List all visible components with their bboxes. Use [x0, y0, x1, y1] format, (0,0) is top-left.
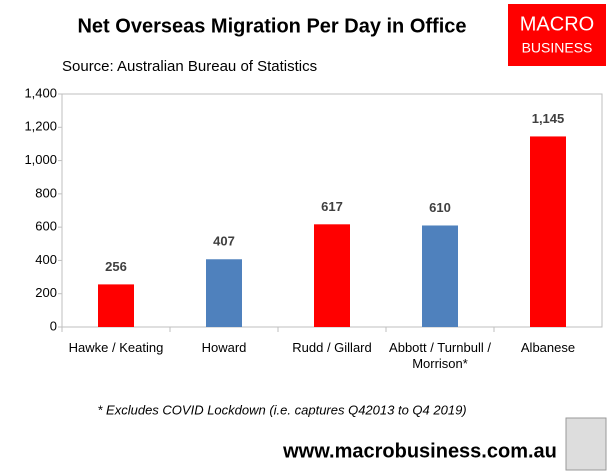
y-tick-label: 1,200 [24, 119, 57, 134]
logo-icon [565, 417, 607, 471]
bar [422, 225, 458, 327]
x-tick-label: Hawke / Keating [68, 340, 164, 355]
website: www.macrobusiness.com.au [282, 440, 557, 462]
bar [314, 224, 350, 327]
data-label: 1,145 [532, 111, 565, 126]
y-tick-label: 1,000 [24, 152, 57, 167]
data-label: 617 [321, 199, 343, 214]
y-tick-label: 800 [35, 185, 57, 200]
x-tick-label: Albanese [520, 340, 576, 355]
chart-subtitle: Source: Australian Bureau of Statistics [62, 58, 317, 75]
footnote: * Excludes COVID Lockdown (i.e. captures… [97, 402, 466, 417]
y-tick-label: 1,400 [24, 85, 57, 100]
bar [98, 284, 134, 327]
data-label: 256 [105, 259, 127, 274]
logo-text: MACRO [520, 13, 594, 35]
y-tick-label: 600 [35, 219, 57, 234]
x-tick-label: Howard [201, 340, 247, 355]
data-label: 610 [429, 200, 451, 215]
logo-box [508, 4, 606, 66]
y-tick-label: 400 [35, 252, 57, 267]
x-tick-label: Rudd / Gillard [292, 340, 372, 355]
bar [206, 259, 242, 327]
x-tick-label: Abbott / Turnbull / Morrison* [389, 340, 491, 371]
y-tick-label: 0 [50, 318, 57, 333]
bar [530, 136, 566, 327]
y-tick-label: 200 [35, 285, 57, 300]
chart-title: Net Overseas Migration Per Day in Office [77, 15, 466, 37]
data-label: 407 [213, 234, 235, 249]
logo-text: BUSINESS [522, 40, 593, 56]
